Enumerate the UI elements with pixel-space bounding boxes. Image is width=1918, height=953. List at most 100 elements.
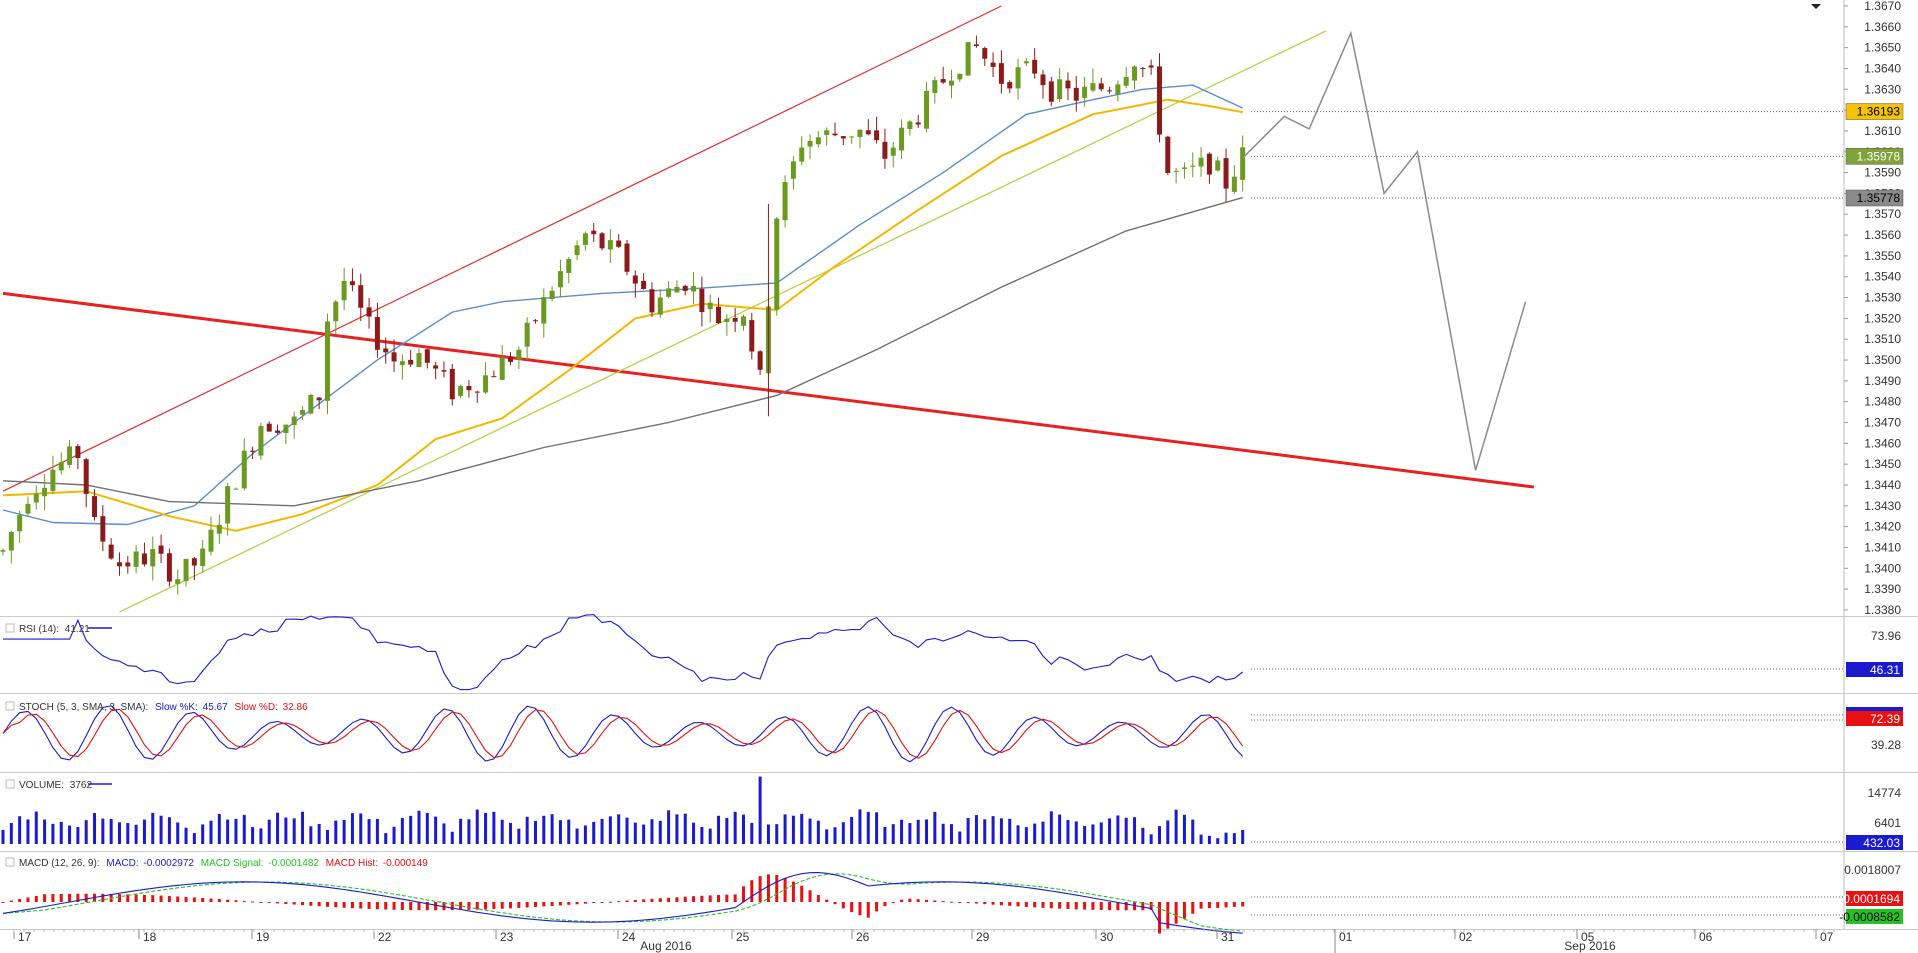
macd-hist-bar: [650, 898, 654, 902]
volume-bar: [1091, 824, 1095, 844]
candle: [1065, 80, 1071, 89]
volume-bar: [717, 815, 721, 844]
price-badge: 1.35778: [1857, 191, 1901, 205]
macd-hist-bar: [533, 902, 537, 908]
macd-hist-bar: [192, 897, 196, 902]
volume-bar: [808, 818, 812, 844]
volume-bar: [159, 815, 163, 844]
macd-legend-box[interactable]: [5, 857, 15, 867]
macd-hist-bar: [525, 902, 529, 908]
candle: [591, 230, 597, 235]
candle: [17, 514, 23, 532]
macd-hist-bar: [267, 902, 271, 903]
volume-bar: [384, 833, 388, 844]
macd-hist-bar: [142, 894, 146, 902]
macd-hist-bar: [1241, 902, 1245, 907]
macd-hist-bar: [1141, 902, 1145, 911]
candle: [699, 288, 705, 313]
volume-bar: [475, 809, 479, 844]
volume-bar: [608, 816, 612, 844]
macd-label: MACD:: [106, 858, 138, 869]
volume-bar: [783, 814, 787, 844]
projection-path[interactable]: [1242, 30, 1527, 471]
macd-hist-bar: [708, 895, 712, 902]
volume-bar: [201, 824, 205, 844]
candle: [932, 80, 938, 94]
candle: [1231, 176, 1237, 192]
volume-bar: [558, 820, 562, 844]
projection: [1242, 30, 1527, 471]
volume-bar: [533, 820, 537, 844]
month-label-sep: Sep 2016: [1564, 939, 1616, 953]
volume-bar: [226, 819, 230, 844]
macd-hist-bar: [1074, 902, 1078, 910]
volume-bar: [467, 819, 471, 844]
volume-bar: [1174, 809, 1178, 844]
volume-bar: [725, 817, 729, 844]
candle: [366, 307, 372, 317]
time-axis: Aug 2016 Sep 2016 17 18 19 22 23 24 25 26 29 30 31…: [13, 929, 1835, 953]
macd-hist-bar: [43, 894, 47, 902]
volume-bar: [1224, 832, 1228, 844]
value-badges: 46.31 72.39 432.03 0.0001694 -0.0008582 …: [1839, 103, 1904, 924]
volume-bar: [600, 818, 604, 844]
stoch-legend-box[interactable]: [5, 701, 15, 711]
volume-bar: [1108, 818, 1112, 844]
macd-hist-bar: [567, 902, 571, 905]
stoch-k-value: 45.67: [203, 702, 228, 713]
macd-hist-bar: [725, 894, 729, 902]
volume-bar: [642, 824, 646, 844]
candle: [1173, 170, 1179, 172]
volume-bar: [550, 814, 554, 844]
macd-hist-bar: [1016, 902, 1020, 907]
candle: [557, 271, 563, 288]
macd-hist-bar: [367, 902, 371, 909]
macd-hist-bar: [1224, 902, 1228, 908]
macd-hist-bar: [167, 896, 171, 902]
macd-hist-bar: [825, 899, 829, 902]
macd-signal-label: MACD Signal:: [201, 858, 264, 869]
volume-legend-box[interactable]: [5, 779, 15, 789]
macd-hist-bar: [800, 885, 804, 902]
volume-axis-label-low: 6401: [1874, 816, 1901, 830]
macd-hist-bar: [392, 902, 396, 910]
candle: [358, 285, 364, 308]
channel-line[interactable]: [2, 5, 1002, 492]
rsi-badge: 46.31: [1870, 663, 1900, 677]
candle: [982, 48, 988, 59]
macd-hist-bar: [234, 900, 238, 902]
macd-hist-bar: [600, 902, 604, 903]
stoch-badge-bg: [1846, 711, 1903, 726]
candle: [1181, 167, 1187, 170]
macd-hist-bar: [758, 876, 762, 902]
volume-bar: [1182, 814, 1186, 844]
candle: [92, 496, 98, 518]
macd-hist-bar: [983, 902, 987, 905]
price-tick-label: 1.3500: [1864, 353, 1901, 367]
macd-hist-bar: [866, 902, 870, 918]
candle: [258, 426, 264, 456]
macd-hist-bar: [226, 899, 230, 902]
macd-hist-bar: [891, 902, 895, 903]
volume-bar: [375, 818, 379, 844]
day-label: 05: [1581, 930, 1595, 944]
candle: [391, 352, 397, 362]
volume-bar: [342, 819, 346, 844]
macd-hist-bar: [625, 900, 629, 902]
volume-bar: [1058, 814, 1062, 844]
price-tick-label: 1.3640: [1864, 61, 1901, 75]
volume-bar: [434, 816, 438, 844]
macd-hist-bar: [59, 893, 63, 902]
day-label: 01: [1339, 930, 1353, 944]
candle: [990, 62, 996, 67]
volume-bar: [142, 819, 146, 844]
volume-bar: [84, 820, 88, 844]
support-line[interactable]: [119, 30, 1327, 613]
chart-menu-icon[interactable]: [1811, 4, 1821, 9]
macd-hist-bar: [858, 902, 862, 916]
candle: [566, 258, 572, 274]
rsi-legend-box[interactable]: [5, 623, 15, 633]
candle: [108, 544, 114, 559]
macd-hist-bar: [941, 901, 945, 903]
